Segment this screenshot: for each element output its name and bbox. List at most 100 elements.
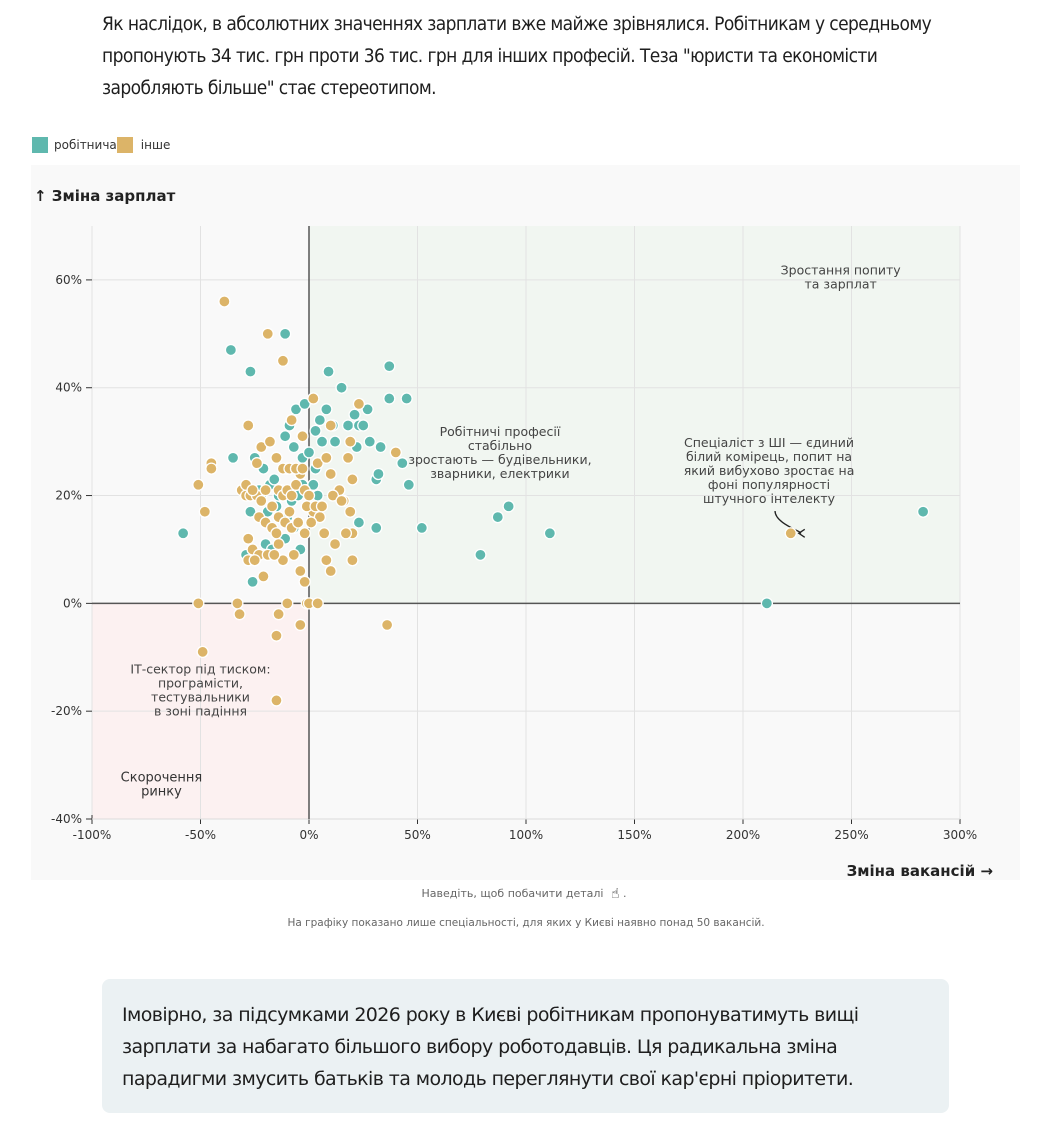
data-point-other[interactable] (248, 554, 261, 567)
data-point-workers[interactable] (361, 403, 374, 416)
data-point-other[interactable] (311, 597, 324, 610)
data-point-other[interactable] (265, 500, 279, 513)
data-point-other[interactable] (320, 451, 333, 464)
data-point-workers[interactable] (246, 575, 259, 588)
data-point-other[interactable] (352, 397, 366, 411)
data-point-other[interactable] (305, 516, 318, 529)
data-point-other[interactable] (231, 597, 244, 610)
data-point-other[interactable] (285, 413, 298, 427)
data-point-other[interactable] (270, 451, 283, 464)
data-point-workers[interactable] (287, 440, 300, 454)
data-point-other[interactable] (276, 554, 290, 567)
data-point-workers[interactable] (298, 397, 311, 411)
data-point-other[interactable] (192, 478, 205, 491)
data-point-other[interactable] (380, 618, 394, 632)
data-point-other[interactable] (344, 505, 357, 518)
data-point-workers[interactable] (474, 548, 487, 561)
data-point-other[interactable] (198, 505, 211, 518)
data-point-other[interactable] (784, 527, 797, 540)
data-point-other[interactable] (341, 451, 355, 464)
data-point-other[interactable] (246, 484, 259, 497)
data-point-other[interactable] (287, 548, 300, 561)
data-point-workers[interactable] (313, 413, 327, 427)
data-point-other[interactable] (270, 694, 283, 707)
data-point-workers[interactable] (244, 505, 257, 518)
data-point-other[interactable] (270, 527, 283, 540)
data-point-other[interactable] (263, 435, 277, 448)
data-point-other[interactable] (346, 554, 359, 567)
data-point-workers[interactable] (383, 392, 396, 405)
data-point-workers[interactable] (396, 457, 409, 470)
data-point-other[interactable] (324, 564, 337, 578)
data-point-other[interactable] (255, 440, 268, 454)
data-point-other[interactable] (233, 607, 246, 621)
data-point-other[interactable] (307, 392, 320, 405)
data-point-workers[interactable] (224, 343, 238, 357)
data-point-other[interactable] (196, 645, 209, 659)
data-point-other[interactable] (294, 564, 307, 578)
data-point-workers[interactable] (320, 403, 333, 416)
data-point-other[interactable] (294, 618, 307, 632)
data-point-workers[interactable] (402, 478, 415, 491)
data-point-workers[interactable] (309, 424, 322, 438)
data-point-other[interactable] (255, 494, 268, 508)
data-point-other[interactable] (261, 327, 274, 340)
data-point-other[interactable] (346, 473, 359, 486)
data-point-other[interactable] (272, 607, 285, 621)
data-point-other[interactable] (218, 295, 231, 308)
data-point-other[interactable] (389, 446, 402, 459)
data-point-workers[interactable] (341, 419, 355, 432)
data-point-workers[interactable] (357, 419, 370, 432)
legend-item-other[interactable]: інше (116, 137, 170, 153)
data-point-workers[interactable] (244, 365, 257, 378)
data-point-workers[interactable] (307, 478, 320, 491)
data-point-workers[interactable] (760, 597, 774, 610)
data-point-other[interactable] (242, 532, 255, 545)
data-point-workers[interactable] (374, 440, 387, 454)
data-point-workers[interactable] (370, 521, 383, 535)
data-point-workers[interactable] (328, 435, 342, 448)
data-point-other[interactable] (315, 500, 329, 513)
data-point-workers[interactable] (363, 435, 376, 448)
data-point-other[interactable] (250, 457, 264, 470)
data-point-workers[interactable] (352, 516, 366, 529)
data-point-workers[interactable] (315, 435, 329, 448)
data-point-other[interactable] (205, 462, 218, 475)
data-point-other[interactable] (328, 537, 342, 551)
data-point-other[interactable] (326, 489, 340, 502)
data-point-other[interactable] (344, 435, 357, 448)
data-point-workers[interactable] (400, 392, 413, 405)
data-point-other[interactable] (276, 354, 290, 367)
data-point-other[interactable] (298, 575, 311, 588)
data-point-other[interactable] (311, 457, 324, 470)
data-point-other[interactable] (335, 494, 348, 508)
data-point-other[interactable] (259, 484, 272, 497)
data-point-other[interactable] (298, 527, 311, 540)
data-point-workers[interactable] (335, 381, 348, 394)
data-point-other[interactable] (242, 419, 255, 432)
data-point-other[interactable] (318, 527, 331, 540)
data-point-workers[interactable] (289, 403, 303, 416)
data-point-other[interactable] (302, 489, 316, 502)
data-point-other[interactable] (285, 489, 298, 502)
data-point-workers[interactable] (916, 505, 930, 518)
data-point-workers[interactable] (278, 430, 292, 443)
data-point-workers[interactable] (226, 451, 240, 464)
data-point-other[interactable] (281, 597, 294, 610)
data-point-workers[interactable] (415, 521, 428, 535)
data-point-workers[interactable] (543, 527, 557, 540)
data-point-other[interactable] (296, 462, 309, 475)
data-point-other[interactable] (291, 516, 305, 529)
data-point-workers[interactable] (268, 473, 281, 486)
data-point-workers[interactable] (502, 500, 515, 513)
data-point-other[interactable] (289, 478, 303, 491)
data-point-other[interactable] (324, 467, 337, 481)
data-point-workers[interactable] (322, 365, 335, 378)
data-point-other[interactable] (270, 629, 283, 642)
data-point-other[interactable] (192, 597, 205, 610)
data-point-workers[interactable] (348, 408, 361, 421)
data-point-other[interactable] (283, 505, 296, 518)
data-point-other[interactable] (320, 554, 333, 567)
data-point-other[interactable] (257, 570, 270, 583)
data-point-workers[interactable] (383, 360, 396, 373)
